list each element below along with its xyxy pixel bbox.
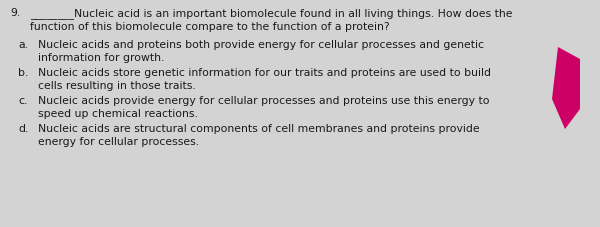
Polygon shape [552, 48, 580, 129]
Text: 9.: 9. [10, 8, 20, 18]
Text: energy for cellular processes.: energy for cellular processes. [38, 136, 199, 146]
Text: Nucleic acids are structural components of cell membranes and proteins provide: Nucleic acids are structural components … [38, 123, 479, 133]
Text: c.: c. [18, 96, 28, 106]
Text: d.: d. [18, 123, 28, 133]
Text: cells resulting in those traits.: cells resulting in those traits. [38, 81, 196, 91]
Text: Nucleic acids provide energy for cellular processes and proteins use this energy: Nucleic acids provide energy for cellula… [38, 96, 490, 106]
Text: information for growth.: information for growth. [38, 53, 164, 63]
Text: b.: b. [18, 68, 28, 78]
Text: ________Nucleic acid is an important biomolecule found in all living things. How: ________Nucleic acid is an important bio… [30, 8, 512, 19]
Text: speed up chemical reactions.: speed up chemical reactions. [38, 109, 198, 118]
Text: a.: a. [18, 40, 28, 50]
Text: function of this biomolecule compare to the function of a protein?: function of this biomolecule compare to … [30, 22, 389, 32]
Text: Nucleic acids and proteins both provide energy for cellular processes and geneti: Nucleic acids and proteins both provide … [38, 40, 484, 50]
Text: Nucleic acids store genetic information for our traits and proteins are used to : Nucleic acids store genetic information … [38, 68, 491, 78]
